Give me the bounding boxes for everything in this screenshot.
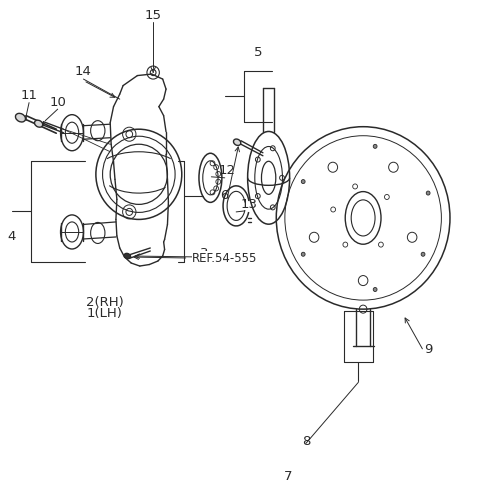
Text: 3: 3 bbox=[200, 246, 208, 260]
Text: 1(LH): 1(LH) bbox=[86, 306, 122, 320]
Ellipse shape bbox=[35, 120, 43, 127]
Ellipse shape bbox=[233, 139, 241, 146]
Text: 10: 10 bbox=[49, 96, 66, 109]
Text: 5: 5 bbox=[254, 46, 263, 59]
Ellipse shape bbox=[15, 113, 25, 122]
Circle shape bbox=[301, 252, 305, 256]
Text: 2(RH): 2(RH) bbox=[86, 296, 124, 308]
Text: 11: 11 bbox=[21, 89, 37, 102]
Circle shape bbox=[373, 144, 377, 148]
Circle shape bbox=[301, 179, 305, 183]
Text: 15: 15 bbox=[144, 9, 162, 22]
Text: 7: 7 bbox=[284, 470, 292, 483]
Text: 4: 4 bbox=[8, 230, 16, 243]
Circle shape bbox=[373, 287, 377, 291]
Ellipse shape bbox=[124, 254, 131, 259]
Text: 13: 13 bbox=[240, 199, 257, 211]
Text: 6: 6 bbox=[220, 190, 229, 203]
Text: 9: 9 bbox=[424, 343, 432, 356]
Circle shape bbox=[426, 191, 430, 195]
Text: REF.54-555: REF.54-555 bbox=[192, 251, 258, 265]
Text: 12: 12 bbox=[218, 164, 235, 177]
Text: 8: 8 bbox=[301, 435, 310, 448]
Text: 14: 14 bbox=[75, 65, 92, 78]
Circle shape bbox=[421, 252, 425, 256]
